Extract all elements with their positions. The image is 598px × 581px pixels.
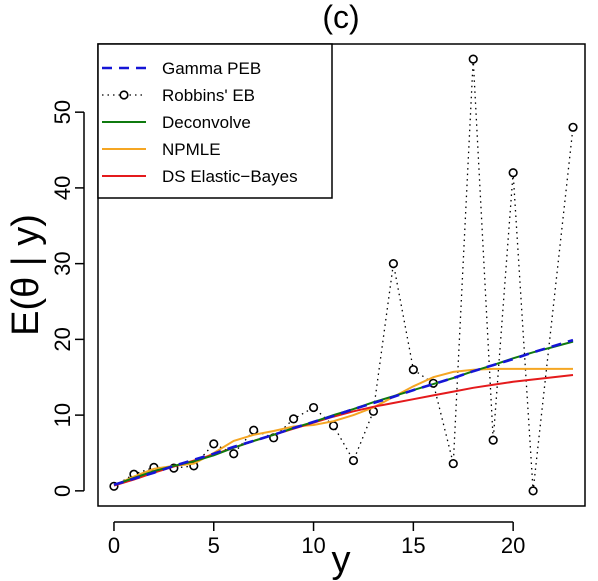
x-tick-label: 0: [108, 533, 120, 558]
plot-frame: [97, 43, 586, 507]
robbins-point: [448, 458, 458, 469]
x-tick-label: 10: [301, 533, 325, 558]
legend-deconvolve-label: Deconvolve: [162, 113, 251, 132]
series-layer: [109, 54, 578, 496]
x-axis-label: y: [332, 539, 351, 581]
npmle-line: [113, 367, 573, 487]
legend: Gamma PEB Robbins' EB Deconvolve NPMLE DS El…: [97, 43, 333, 199]
y-tick-label: 10: [50, 403, 75, 427]
robbins-point: [488, 435, 498, 445]
chart-title: (c): [322, 0, 359, 35]
ds-elastic-bayes-line: [113, 374, 574, 487]
robbins-point: [249, 425, 259, 435]
legend-ds-elastic-bayes-label: DS Elastic−Bayes: [162, 167, 298, 186]
y-axis: 0 10 20 30 40 50: [50, 100, 85, 497]
robbins-point: [288, 414, 299, 424]
gamma-peb-line: [113, 338, 574, 487]
legend-robbins-marker: [119, 90, 129, 100]
x-tick-label: 5: [208, 533, 220, 558]
x-tick-label: 20: [501, 533, 525, 558]
robbins-point: [308, 402, 319, 413]
robbins-point: [328, 421, 339, 431]
x-axis: 0 5 10 15 20: [108, 521, 525, 558]
robbins-point: [229, 449, 239, 459]
robbins-point: [209, 439, 219, 449]
y-tick-label: 0: [50, 485, 75, 497]
legend-npmle-label: NPMLE: [162, 140, 221, 159]
robbins-point: [508, 168, 518, 178]
robbins-point: [468, 54, 478, 64]
y-tick-label: 40: [50, 176, 75, 200]
legend-gamma-peb-label: Gamma PEB: [162, 59, 261, 78]
y-tick-label: 50: [50, 100, 75, 124]
x-tick-label: 15: [401, 533, 425, 558]
robbins-point: [348, 455, 359, 466]
y-axis-label: E(θ | y): [5, 214, 47, 336]
y-tick-label: 30: [50, 251, 75, 275]
robbins-point: [568, 122, 578, 132]
robbins-point: [388, 259, 398, 269]
legend-robbins-eb-label: Robbins' EB: [162, 86, 255, 105]
robbins-point: [528, 486, 538, 496]
robbins-point: [408, 365, 418, 375]
robbins-eb-line: [113, 59, 574, 491]
y-tick-label: 20: [50, 327, 75, 351]
